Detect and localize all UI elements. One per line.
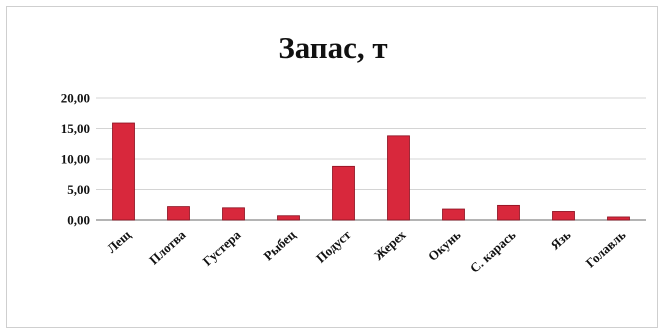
x-tick-label: Жерех <box>371 227 409 263</box>
x-tick-label: Окунь <box>425 227 464 264</box>
bar <box>552 211 575 221</box>
bar <box>497 204 520 221</box>
bar <box>277 215 300 221</box>
y-tick-label: 10,00 <box>61 152 90 167</box>
bar <box>222 207 245 221</box>
y-tick-label: 15,00 <box>61 121 90 136</box>
x-tick-label: С. карась <box>467 227 519 276</box>
chart-title: Запас, т <box>278 30 388 65</box>
x-axis-labels: Лещ Плотва Густера Рыбец Подуст Жерех Окунь С. … <box>104 227 629 276</box>
bars <box>112 122 630 221</box>
bar <box>167 206 190 221</box>
bar <box>387 135 410 221</box>
x-tick-label: Плотва <box>146 227 189 268</box>
x-tick-label: Голавль <box>583 227 629 271</box>
bar <box>112 122 135 221</box>
y-tick-label: 5,00 <box>67 182 90 197</box>
x-tick-label: Густера <box>200 227 244 269</box>
y-tick-label: 0,00 <box>67 213 90 228</box>
gridlines <box>96 97 646 221</box>
x-tick-label: Лещ <box>104 227 134 256</box>
bar <box>442 208 465 221</box>
x-tick-label: Рыбец <box>260 227 298 264</box>
bar <box>607 216 630 221</box>
y-axis-ticks: 0,00 5,00 10,00 15,00 20,00 <box>61 91 90 228</box>
y-tick-label: 20,00 <box>61 91 90 106</box>
x-tick-label: Язь <box>547 227 573 253</box>
x-tick-label: Подуст <box>313 227 354 266</box>
bar <box>332 165 355 221</box>
